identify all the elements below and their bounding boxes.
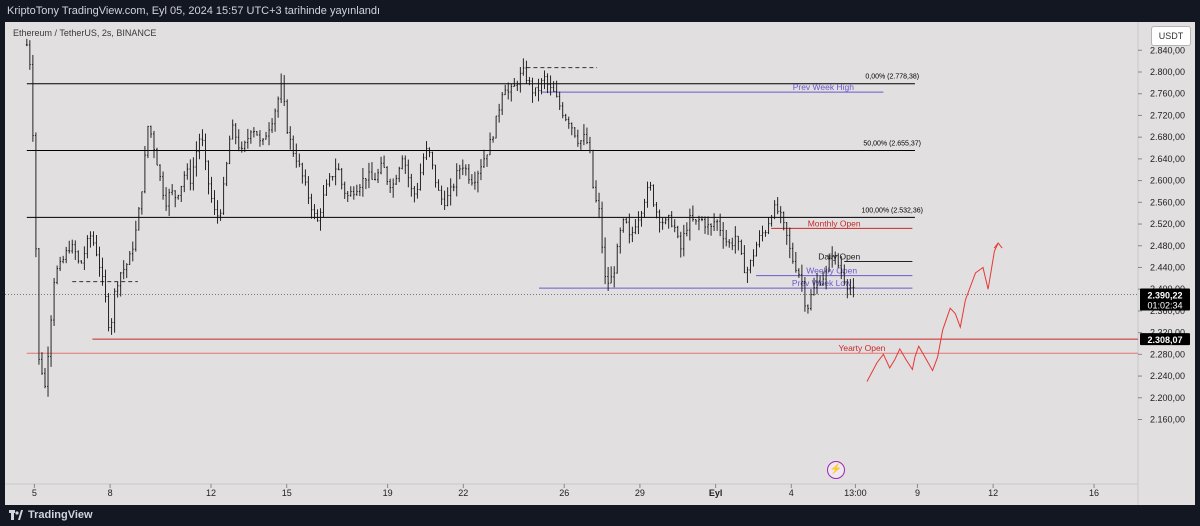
- price-tick-label: 2.280,00: [1150, 349, 1185, 359]
- projection-path: [866, 242, 999, 382]
- chart-frame[interactable]: 2.840,00 2.800,00 2.760,00 2.720,00 2.680,00…: [5, 22, 1195, 505]
- price-tick-label: 2.200,00: [1150, 393, 1185, 403]
- brand-name: TradingView: [28, 509, 93, 521]
- price-tick-label: 2.480,00: [1150, 241, 1185, 251]
- price-tick-label: 2.240,00: [1150, 371, 1185, 381]
- level-label: Prev Week High: [793, 82, 855, 92]
- time-tick-label: 4: [789, 488, 794, 498]
- time-tick-label: 8: [108, 488, 113, 498]
- price-tick-label: 2.760,00: [1150, 89, 1185, 99]
- time-tick-label: 26: [559, 488, 569, 498]
- price-tick-label: 2.320,00: [1150, 328, 1185, 338]
- price-tick-label: 2.720,00: [1150, 110, 1185, 120]
- level-label: 100,00% (2.532,36): [861, 207, 923, 214]
- publish-header: KriptoTony TradingView.com, Eyl 05, 2024…: [0, 0, 1200, 22]
- price-tick-label: 2.840,00: [1150, 45, 1185, 55]
- time-tick-label: Eyl: [709, 488, 723, 498]
- price-tick-label: 2.160,00: [1150, 415, 1185, 425]
- time-tick-label: 29: [635, 488, 645, 498]
- price-tick-label: 2.600,00: [1150, 176, 1185, 186]
- projection-arrowhead: [993, 242, 1003, 249]
- tradingview-logo-icon: [9, 510, 23, 520]
- footer-bar: TradingView: [0, 505, 1200, 526]
- axis-price-label-bg: [1140, 333, 1190, 346]
- time-tick-label: 22: [458, 488, 468, 498]
- price-tick-label: 2.520,00: [1150, 219, 1185, 229]
- level-label: Prev Week Low: [792, 278, 852, 288]
- level-label: Weekly Open: [806, 266, 857, 276]
- time-tick-label: 12: [988, 488, 998, 498]
- time-tick-label: 16: [1089, 488, 1099, 498]
- price-chart[interactable]: 2.840,00 2.800,00 2.760,00 2.720,00 2.680,00…: [5, 22, 1195, 505]
- price-tick-label: 2.640,00: [1150, 154, 1185, 164]
- time-tick-label: 9: [915, 488, 920, 498]
- lightning-icon[interactable]: ⚡: [827, 461, 845, 479]
- time-tick-label: 13:00: [844, 488, 867, 498]
- axis-price-label: 2.390,22: [1147, 290, 1182, 300]
- price-tick-label: 2.440,00: [1150, 262, 1185, 272]
- level-label: Daily Open: [818, 251, 860, 261]
- price-tick-label: 2.680,00: [1150, 132, 1185, 142]
- level-label: Monthly Open: [808, 218, 861, 228]
- time-tick-label: 19: [383, 488, 393, 498]
- time-tick-label: 15: [282, 488, 292, 498]
- publish-text: KriptoTony TradingView.com, Eyl 05, 2024…: [7, 5, 381, 17]
- level-label: 50,00% (2.655,37): [863, 141, 921, 148]
- time-tick-label: 12: [206, 488, 216, 498]
- price-tick-label: 2.560,00: [1150, 197, 1185, 207]
- price-tick-label: 2.800,00: [1150, 67, 1185, 77]
- price-tick-label: 2.360,00: [1150, 306, 1185, 316]
- level-label: 0,00% (2.778,38): [865, 74, 919, 81]
- currency-button[interactable]: USDT: [1151, 26, 1191, 46]
- level-label: Yearty Open: [838, 343, 885, 353]
- symbol-legend[interactable]: Ethereum / TetherUS, 2s, BINANCE: [13, 28, 157, 38]
- time-tick-label: 5: [32, 488, 37, 498]
- axis-price-label-bg: [1140, 288, 1190, 311]
- bar-countdown-label: 01:02:34: [1147, 300, 1182, 310]
- axis-price-label: 2.308,07: [1147, 335, 1182, 345]
